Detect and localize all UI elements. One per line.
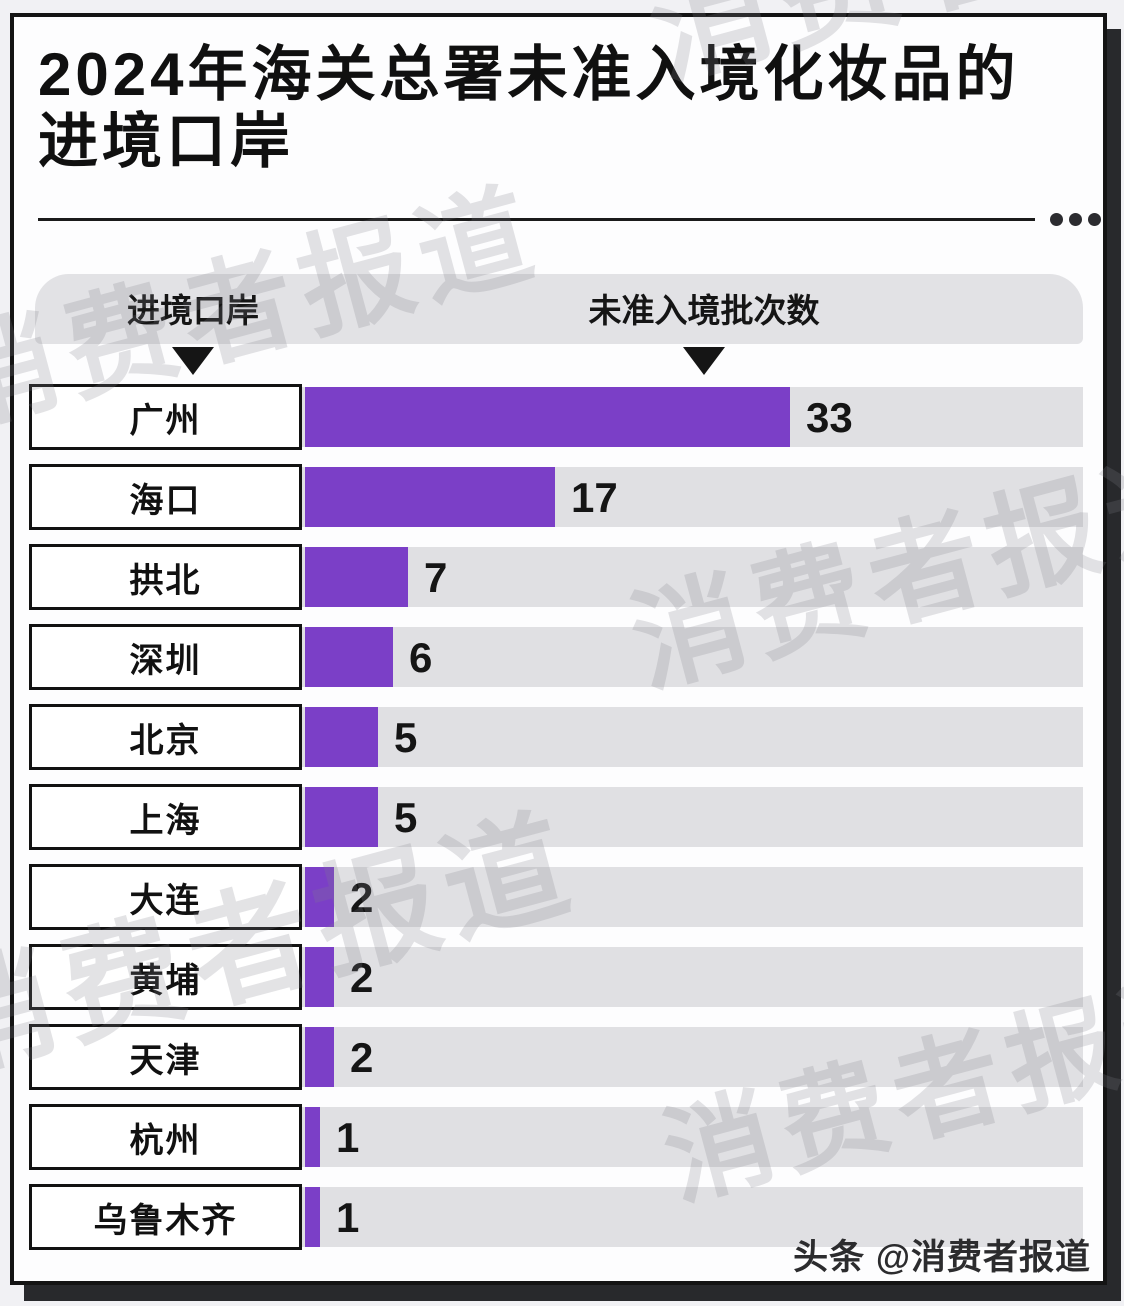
port-label-box: 深圳 [29,624,302,690]
bar-value: 33 [806,394,853,441]
port-label: 乌鲁木齐 [93,1201,238,1240]
chart-row: 杭州 1 [29,1104,1083,1170]
bar [305,1107,320,1167]
bar [305,867,334,927]
bar-value: 1 [336,1114,360,1161]
title-line-1: 2024年海关总署未准入境化妆品的 [38,41,1020,108]
chart-row: 上海 5 [29,784,1083,850]
page-title: 2024年海关总署未准入境化妆品的 进境口岸 [38,41,1019,175]
port-label: 天津 [129,1041,202,1080]
port-label: 深圳 [129,641,202,680]
port-label: 广州 [129,401,202,440]
bar [305,787,378,847]
bar [305,547,408,607]
column-header-batches: 未准入境批次数 [588,292,820,329]
bar-value: 2 [350,1034,374,1081]
bar [305,947,334,1007]
port-label-box: 海口 [29,464,302,530]
port-label: 上海 [129,801,202,840]
bar-value: 5 [394,714,418,761]
chart-row: 天津 2 [29,1024,1083,1090]
chart-row: 深圳 6 [29,624,1083,690]
port-label-box: 广州 [29,384,302,450]
column-header-port: 进境口岸 [127,292,259,329]
port-label: 黄埔 [129,961,202,1000]
port-label: 拱北 [129,561,202,600]
port-label-box: 杭州 [29,1104,302,1170]
bar-chart: 广州 33 海口 17 拱北 7 深圳 6 北京 5 上海 5 [29,384,1083,1267]
title-line-2: 进境口岸 [38,108,294,175]
bar-value: 6 [409,634,433,681]
bar [305,1187,320,1247]
chart-row: 广州 33 [29,384,1083,450]
chart-row: 北京 5 [29,704,1083,770]
bar-value: 1 [336,1194,360,1241]
port-label-box: 乌鲁木齐 [29,1184,302,1250]
port-label-box: 拱北 [29,544,302,610]
infographic-card: 2024年海关总署未准入境化妆品的 进境口岸 进境口岸 未准入境批次数 广州 33… [10,13,1107,1285]
bar [305,1027,334,1087]
port-label: 北京 [129,721,202,760]
port-label-box: 大连 [29,864,302,930]
table-header-band: 进境口岸 未准入境批次数 [35,274,1083,344]
chart-row: 黄埔 2 [29,944,1083,1010]
pointer-triangle-batches-icon [683,347,725,375]
title-divider [38,218,1035,221]
port-label-box: 上海 [29,784,302,850]
port-label-box: 北京 [29,704,302,770]
port-label: 海口 [129,481,202,520]
port-label: 大连 [129,881,202,920]
bar [305,467,555,527]
chart-row: 乌鲁木齐 1 [29,1184,1083,1250]
bar [305,707,378,767]
port-label-box: 黄埔 [29,944,302,1010]
port-label-box: 天津 [29,1024,302,1090]
ellipsis-dots-icon [1050,213,1101,226]
bar-value: 5 [394,794,418,841]
bar-value: 17 [571,474,618,521]
chart-row: 大连 2 [29,864,1083,930]
bar [305,627,393,687]
dot-icon [1069,213,1082,226]
chart-row: 海口 17 [29,464,1083,530]
port-label: 杭州 [129,1121,202,1160]
pointer-triangle-port-icon [172,347,214,375]
chart-row: 拱北 7 [29,544,1083,610]
dot-icon [1088,213,1101,226]
bar-value: 7 [424,554,448,601]
bar-value: 2 [350,874,374,921]
credit-text: 头条 @消费者报道 [793,1238,1091,1277]
bar [305,387,790,447]
bar-value: 2 [350,954,374,1001]
dot-icon [1050,213,1063,226]
